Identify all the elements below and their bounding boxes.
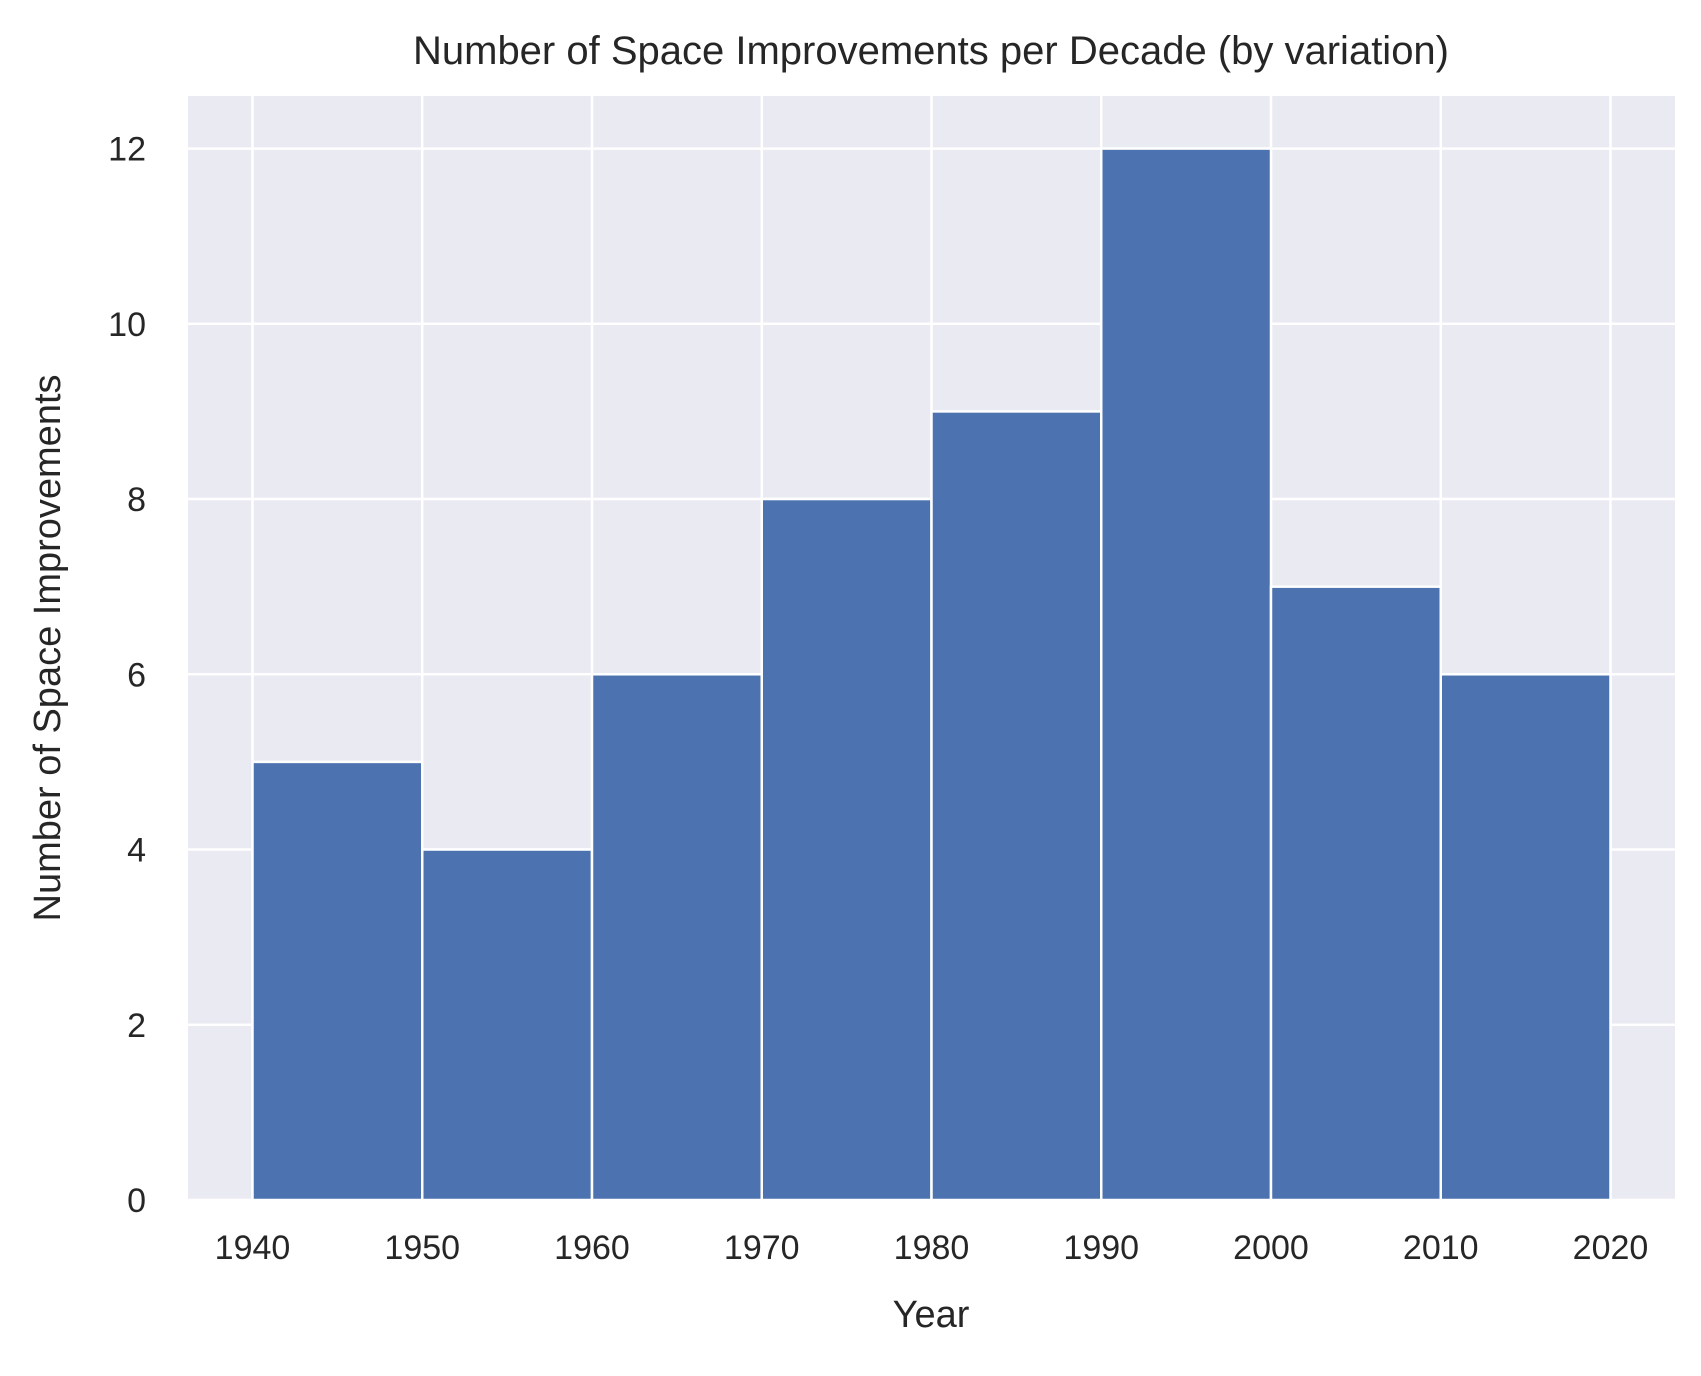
y-axis-label: Number of Space Improvements [27, 374, 69, 921]
y-tick-label: 4 [127, 832, 146, 870]
y-tick-label: 10 [108, 306, 146, 344]
x-tick-label: 1940 [215, 1229, 291, 1267]
x-tick-label: 2000 [1233, 1229, 1309, 1267]
bar-2010 [1439, 673, 1612, 1202]
bar-2000 [1269, 585, 1442, 1202]
y-tick-label: 12 [108, 131, 146, 169]
bar-1940 [251, 760, 424, 1202]
x-tick-label: 1970 [724, 1229, 800, 1267]
chart-title: Number of Space Improvements per Decade … [413, 29, 1449, 73]
x-tick-label: 2020 [1573, 1229, 1649, 1267]
y-tick-label: 0 [127, 1182, 146, 1220]
x-tick-label: 1960 [554, 1229, 630, 1267]
x-tick-label: 1980 [894, 1229, 970, 1267]
y-tick-label: 8 [127, 481, 146, 519]
bar-1960 [590, 673, 764, 1202]
bar-1990 [1099, 147, 1273, 1202]
bar-1980 [930, 410, 1103, 1202]
y-tick-labels: 0 2 4 6 8 10 12 [108, 131, 146, 1220]
x-tick-label: 1990 [1063, 1229, 1139, 1267]
bar-1950 [421, 848, 594, 1202]
x-tick-label: 2010 [1403, 1229, 1479, 1267]
x-tick-labels: 1940 1950 1960 1970 1980 1990 2000 2010 2020 [215, 1229, 1649, 1267]
x-tick-label: 1950 [384, 1229, 460, 1267]
y-tick-label: 6 [127, 656, 146, 694]
bar-1970 [760, 497, 933, 1202]
bars [251, 147, 1612, 1202]
y-tick-label: 2 [127, 1007, 146, 1045]
x-axis-label: Year [893, 1294, 970, 1336]
